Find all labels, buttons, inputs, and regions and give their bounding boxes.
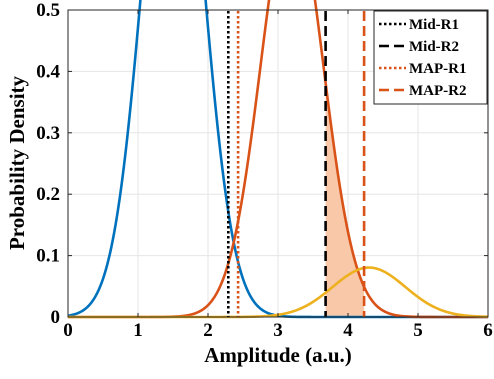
y-tick-labels: 0 0.1 0.2 0.3 0.4 0.5	[36, 0, 60, 328]
x-axis-label: Amplitude (a.u.)	[204, 343, 352, 367]
y-tick-label: 0.3	[36, 123, 60, 144]
grid	[68, 10, 488, 317]
y-tick-label: 0.5	[36, 0, 60, 21]
shaded-area	[325, 82, 365, 317]
legend-box	[373, 10, 488, 105]
legend: Mid-R1 Mid-R2 MAP-R1 MAP-R2	[373, 10, 488, 105]
x-tick-label: 2	[203, 320, 213, 341]
legend-label-map-r2: MAP-R2	[409, 83, 466, 99]
y-tick-label: 0	[51, 307, 61, 328]
x-tick-label: 5	[413, 320, 423, 341]
x-tick-label: 4	[343, 320, 353, 341]
ticks-layer	[67, 9, 489, 318]
legend-label-mid-r1: Mid-R1	[409, 17, 459, 33]
x-tick-label: 0	[63, 320, 73, 341]
y-tick-label: 0.4	[36, 61, 60, 82]
x-tick-label: 1	[133, 320, 143, 341]
legend-label-mid-r2: Mid-R2	[409, 39, 459, 55]
x-tick-label: 3	[273, 320, 283, 341]
shaded-area-layer	[325, 82, 365, 317]
y-axis-label: Probability Density	[5, 75, 29, 250]
vertical-lines-layer	[227, 11, 366, 317]
x-tick-labels: 0 1 2 3 4 5 6	[63, 320, 493, 341]
y-tick-label: 0.2	[36, 184, 60, 205]
x-tick-label: 6	[483, 320, 493, 341]
y-tick-label: 0.1	[36, 246, 60, 267]
legend-label-map-r1: MAP-R1	[409, 61, 466, 77]
